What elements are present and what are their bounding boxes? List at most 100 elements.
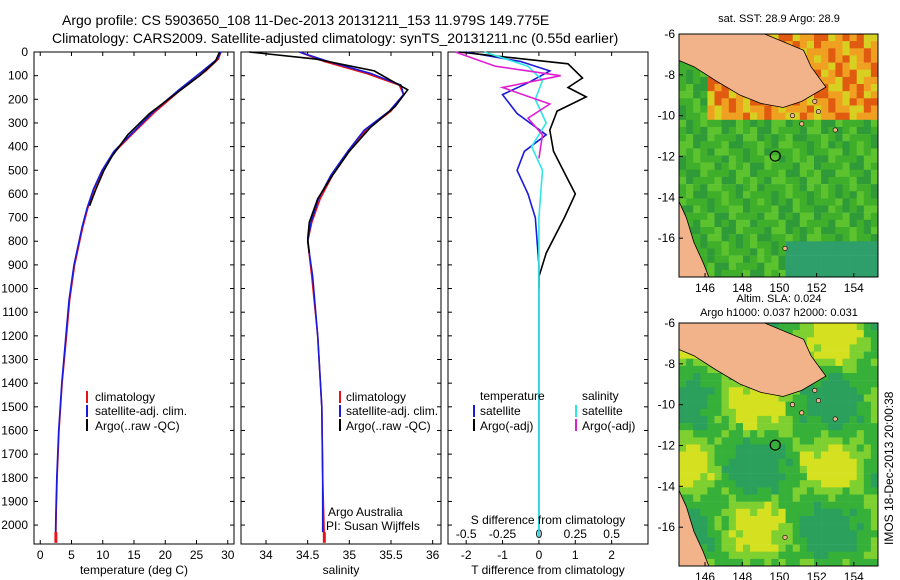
map-cell <box>856 365 865 374</box>
map-cell <box>835 69 843 78</box>
map-cell <box>764 451 772 459</box>
map-cell <box>743 205 751 213</box>
map-cell <box>792 551 801 560</box>
map-cell <box>728 501 737 510</box>
map-cell <box>707 155 715 163</box>
map-cell <box>863 494 872 502</box>
title-line-1: Argo profile: CS 5903650_108 11-Dec-2013… <box>62 12 549 28</box>
map-cell <box>771 198 779 206</box>
map-cell <box>686 198 694 206</box>
map-cell <box>870 105 879 113</box>
map-frame <box>678 33 879 278</box>
map-cell <box>835 169 843 178</box>
map-cell <box>792 558 801 567</box>
map-cell <box>750 408 758 417</box>
map-cell <box>707 162 715 170</box>
map-cell <box>863 269 872 278</box>
map-cell <box>870 380 879 388</box>
map-cell <box>757 119 765 128</box>
map-cell <box>721 473 729 481</box>
map-cell <box>700 458 708 467</box>
map-cell <box>792 155 801 163</box>
map-cell <box>700 126 708 135</box>
map-cell <box>764 234 772 242</box>
map-cell <box>821 351 829 359</box>
map-cell <box>721 408 729 417</box>
map-cell <box>743 523 751 531</box>
map-cell <box>693 191 701 199</box>
map-cell <box>799 41 808 49</box>
map-cell <box>849 41 857 49</box>
map-cell <box>814 501 822 510</box>
map-cell <box>842 255 850 263</box>
map-cell <box>849 105 857 113</box>
pi-label: PI: Susan Wijffels <box>326 519 420 533</box>
map-cell <box>863 323 872 331</box>
map-cell <box>757 198 765 206</box>
map-cell <box>849 380 857 388</box>
map-cell <box>714 198 722 206</box>
map-cell <box>785 112 793 120</box>
map-cell <box>799 501 808 510</box>
map-cell <box>806 501 815 510</box>
map-cell <box>693 358 701 367</box>
map-cell <box>707 98 715 106</box>
map-cell <box>856 323 865 331</box>
map-cell <box>870 494 879 502</box>
map-cell <box>799 530 808 538</box>
map-cell <box>700 241 708 249</box>
map-cell <box>771 126 779 135</box>
map-cell <box>842 523 850 531</box>
map-cell <box>870 255 879 263</box>
map-cell <box>693 212 701 221</box>
map-cell <box>806 212 815 221</box>
map-cell <box>750 205 758 213</box>
map-cell <box>799 262 808 271</box>
map-cell <box>806 323 815 331</box>
map-cell <box>686 444 694 452</box>
x-tick-label: 25 <box>190 548 204 562</box>
map-cell <box>785 408 793 417</box>
map-cell <box>700 84 708 92</box>
map-cell <box>743 184 751 192</box>
map-cell <box>728 380 737 388</box>
depth-axis: 0100200300400500600700800900100011001200… <box>1 45 28 532</box>
map-cell <box>828 465 836 474</box>
map-cell <box>863 458 872 467</box>
map-cell <box>750 437 758 445</box>
map-cell <box>785 248 793 256</box>
map-cell <box>856 198 865 206</box>
map-cell <box>821 55 829 63</box>
map-cell <box>721 465 729 474</box>
map-cell <box>849 323 857 331</box>
map-cell <box>785 262 793 271</box>
map-cell <box>842 55 850 63</box>
map-cell <box>764 487 772 495</box>
map-cell <box>771 430 779 438</box>
map-cell <box>714 119 722 128</box>
map-cell <box>792 458 801 467</box>
map-cell <box>842 408 850 417</box>
map-cell <box>721 91 729 99</box>
map-cell <box>750 255 758 263</box>
map-cell <box>870 430 879 438</box>
map-cell <box>870 516 879 524</box>
map-cell <box>814 219 822 228</box>
map-cell <box>821 487 829 495</box>
map-cell <box>735 162 744 170</box>
map-cell <box>863 205 872 213</box>
x-tick-label: 0 <box>37 548 44 562</box>
map-cell <box>870 69 879 78</box>
map-cell <box>792 148 801 156</box>
map-cell <box>814 212 822 221</box>
map-cell <box>778 537 786 545</box>
island <box>782 534 788 540</box>
map-cell <box>814 155 822 163</box>
map-cell <box>750 112 758 120</box>
x-tick-label: 10 <box>96 548 110 562</box>
map-cell <box>863 558 872 567</box>
map-cell <box>707 523 715 531</box>
map-cell <box>835 380 843 388</box>
map-cell <box>870 558 879 567</box>
map-cell <box>735 112 744 120</box>
